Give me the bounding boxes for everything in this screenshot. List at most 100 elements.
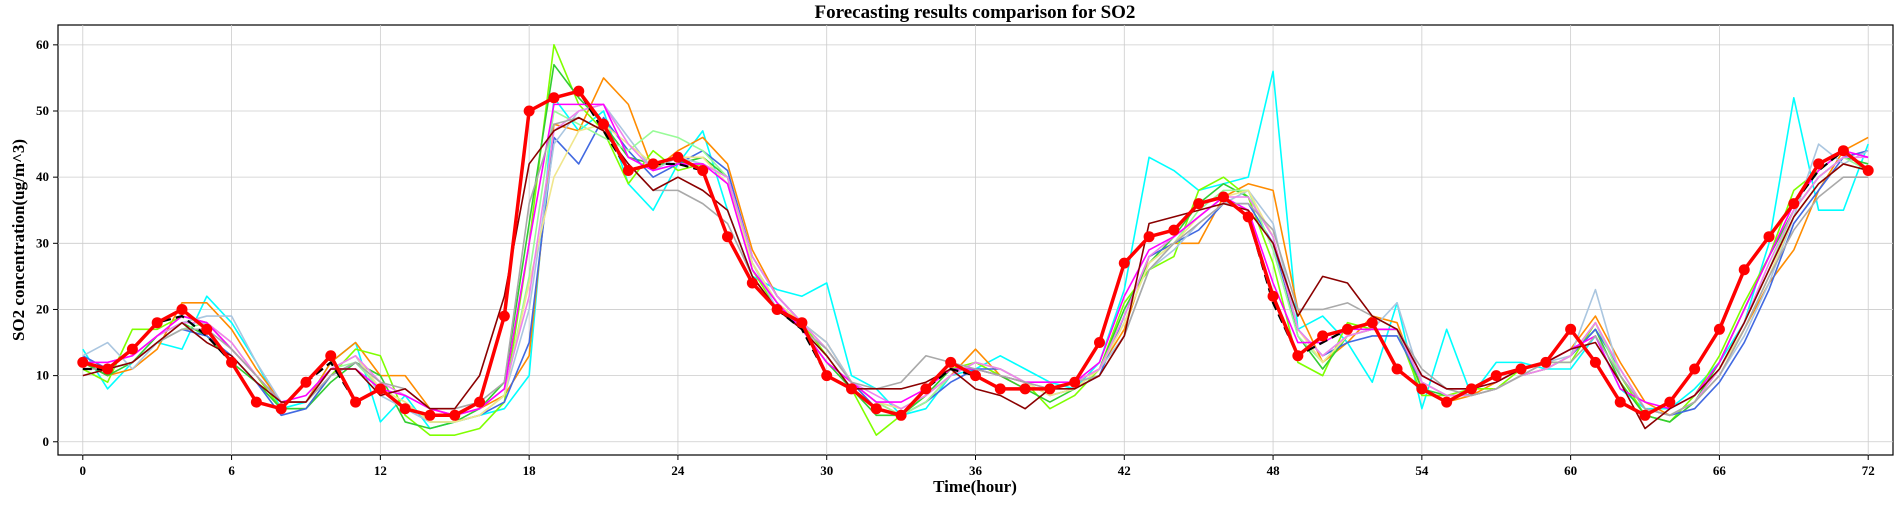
data-point-marker [102,363,114,375]
x-tick-label: 24 [671,463,685,478]
data-point-marker [598,118,610,130]
grid-layer [58,25,1893,455]
data-point-marker [1391,363,1403,375]
data-point-marker [1763,231,1775,243]
data-point-marker [1242,211,1254,223]
x-tick-label: 60 [1564,463,1577,478]
data-point-marker [1044,383,1056,395]
data-point-marker [1341,323,1353,335]
data-point-marker [1143,231,1155,243]
data-point-marker [1664,396,1676,408]
x-tick-label: 36 [969,463,983,478]
data-point-marker [1168,224,1180,236]
data-point-marker [1416,383,1428,395]
data-point-marker [1788,198,1800,210]
data-point-marker [1565,323,1577,335]
x-tick-label: 6 [228,463,235,478]
data-point-marker [994,383,1006,395]
y-tick-label: 10 [36,368,49,383]
data-point-marker [1589,356,1601,368]
y-tick-label: 40 [36,169,49,184]
data-point-marker [970,370,981,382]
data-point-marker [1366,317,1378,329]
data-point-marker [771,303,783,315]
x-tick-label: 30 [820,463,833,478]
data-point-marker [300,376,312,388]
data-point-marker [1738,264,1750,276]
data-point-marker [1267,290,1279,302]
data-point-marker [796,317,808,329]
data-point-marker [920,383,932,395]
data-point-marker [350,396,362,408]
y-tick-label: 60 [36,37,49,52]
data-point-marker [325,350,337,362]
series-line-11 [82,116,1869,417]
y-tick-label: 0 [43,434,50,449]
data-point-marker [1614,396,1626,408]
data-point-marker [449,409,461,421]
data-point-marker [523,105,535,117]
data-point-marker [1813,158,1825,170]
y-tick-label: 30 [36,235,49,250]
data-point-marker [647,158,659,170]
x-tick-label: 54 [1415,463,1429,478]
y-axis-label: SO2 concentration(ug/m^3) [9,139,28,341]
data-point-marker [1540,356,1552,368]
data-point-marker [1193,198,1205,210]
data-point-marker [77,356,89,368]
data-point-marker [374,383,386,395]
data-point-marker [573,85,585,97]
data-point-marker [1862,165,1874,177]
data-point-marker [126,343,138,355]
data-point-marker [1093,337,1105,349]
data-point-marker [226,356,238,368]
data-point-marker [672,151,684,163]
data-point-marker [722,231,734,243]
x-tick-label: 72 [1862,463,1875,478]
data-point-marker [895,409,907,421]
series-layer [77,44,1874,436]
data-point-marker [1069,376,1081,388]
x-tick-label: 66 [1713,463,1727,478]
data-point-marker [1217,191,1229,203]
data-point-marker [548,92,560,104]
data-point-marker [250,396,262,408]
x-tick-label: 12 [374,463,387,478]
data-point-marker [201,323,213,335]
data-point-marker [622,165,634,177]
data-point-marker [275,403,287,415]
y-tick-label: 20 [36,301,49,316]
data-point-marker [1490,370,1502,382]
data-point-marker [151,317,163,329]
data-point-marker [1292,350,1304,362]
x-tick-label: 42 [1118,463,1131,478]
data-point-marker [1317,330,1329,342]
data-point-marker [697,165,709,177]
x-axis-label: Time(hour) [933,477,1017,496]
chart-title: Forecasting results comparison for SO2 [815,2,1136,23]
y-tick-label: 50 [36,103,49,118]
data-point-marker [424,409,436,421]
data-point-marker [1118,257,1130,269]
data-point-marker [474,396,486,408]
data-point-marker [1465,383,1477,395]
data-point-marker [399,403,411,415]
x-tick-label: 0 [80,463,87,478]
x-tick-label: 48 [1267,463,1281,478]
tick-layer: 0 6 12 18 24 30 36 42 48 54 60 66 72 0 10 20 30 40 50 60 [36,37,1875,478]
data-point-marker [1019,383,1031,395]
data-point-marker [1713,323,1725,335]
data-point-marker [176,303,188,315]
data-point-marker [746,277,758,289]
data-point-marker [821,370,833,382]
data-point-marker [1689,363,1701,375]
data-point-marker [846,383,858,395]
x-tick-label: 18 [523,463,537,478]
data-point-marker [1837,145,1849,157]
data-point-marker [945,356,957,368]
data-point-marker [1639,409,1651,421]
data-point-marker [498,310,510,322]
series-line-12 [82,116,1869,430]
